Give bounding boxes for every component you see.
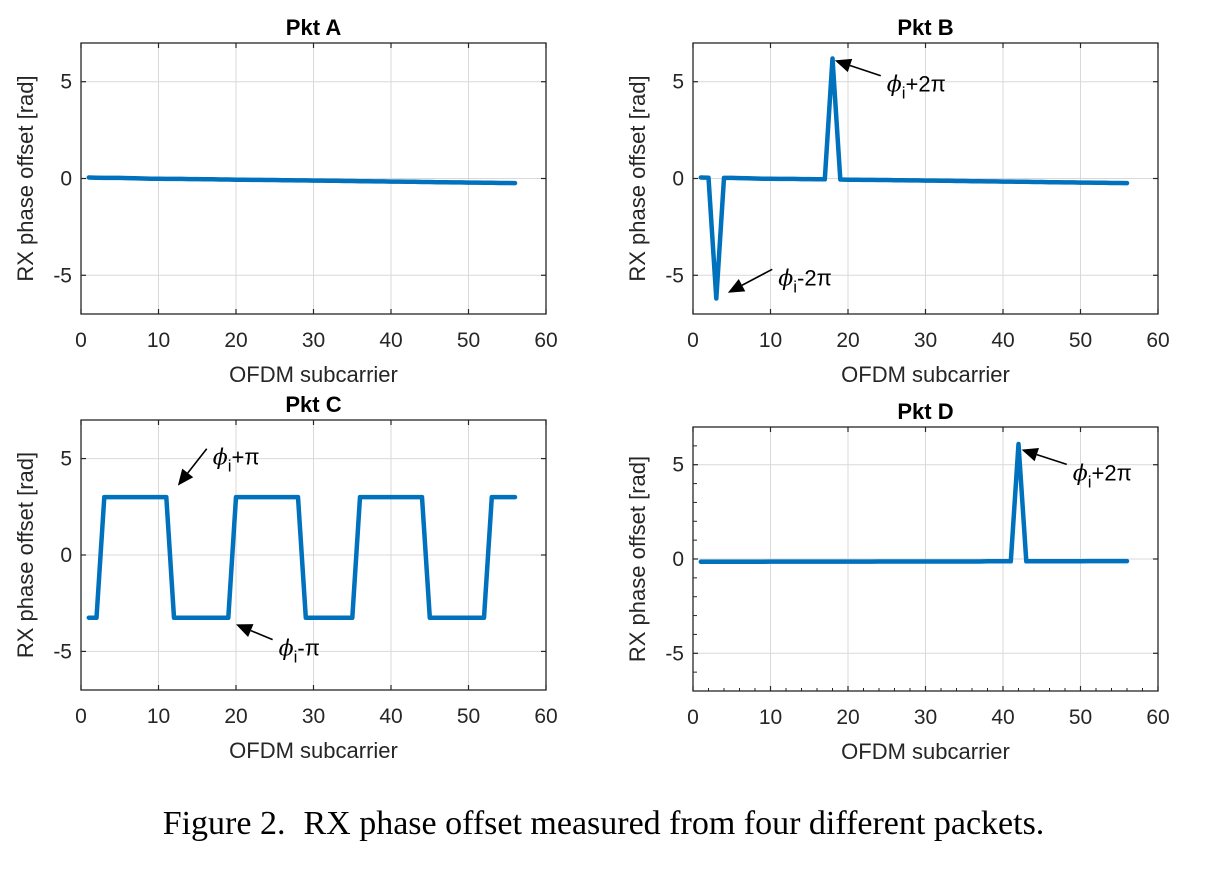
x-tick-label: 30: [914, 706, 937, 729]
x-tick-label: 0: [687, 706, 699, 729]
annotation-arrow-head: [177, 468, 194, 486]
x-tick-label: 40: [991, 706, 1014, 729]
x-tick-label: 50: [457, 705, 480, 728]
annotation-arrow-shaft: [187, 448, 208, 474]
chart-title: Pkt D: [897, 399, 953, 424]
y-tick-label: -5: [665, 642, 684, 665]
y-axis-label: RX phase offset [rad]: [625, 75, 650, 281]
x-tick-label: 40: [379, 705, 402, 728]
x-tick-label: 30: [302, 705, 325, 728]
y-axis-label: RX phase offset [rad]: [13, 75, 38, 281]
annotation-arrow-head: [1021, 447, 1039, 462]
data-series-line: [698, 56, 1130, 301]
x-tick-label: 10: [759, 706, 782, 729]
x-axis-label: OFDM subcarrier: [841, 362, 1010, 387]
x-tick-label: 60: [534, 705, 557, 728]
annotation-arrow-shaft: [741, 268, 773, 286]
annotation-arrow-head: [236, 624, 254, 638]
y-tick-label: -5: [53, 640, 72, 663]
y-tick-label: -5: [665, 264, 684, 287]
x-tick-label: 10: [147, 705, 170, 728]
annotation-label: ϕi-2π: [778, 265, 832, 296]
annotation-arrow-head: [834, 58, 853, 73]
x-axis-label: OFDM subcarrier: [229, 362, 398, 387]
x-tick-label: 50: [457, 329, 480, 352]
caption-number: Figure 2.: [162, 805, 286, 842]
chart-title: Pkt B: [897, 15, 953, 40]
chart-title: Pkt A: [286, 15, 342, 40]
x-tick-label: 60: [1146, 706, 1169, 729]
data-series-line: [698, 441, 1130, 565]
annotation-arrow-shaft: [250, 629, 273, 641]
annotation-label: ϕi+2π: [887, 72, 946, 103]
figure-caption: Figure 2. RX phase offset measured from f…: [0, 805, 1207, 843]
caption-text: RX phase offset measured from four diffe…: [303, 805, 1045, 842]
y-axis-label: RX phase offset [rad]: [13, 452, 38, 658]
y-tick-label: 5: [672, 454, 684, 477]
x-tick-label: 30: [302, 329, 325, 352]
x-tick-label: 60: [1146, 329, 1169, 352]
x-tick-label: 20: [836, 706, 859, 729]
x-tick-label: 50: [1069, 329, 1092, 352]
annotation-label: ϕi+2π: [1073, 460, 1132, 491]
x-tick-label: 20: [224, 329, 247, 352]
chart-title: Pkt C: [285, 392, 341, 417]
x-tick-label: 30: [914, 329, 937, 352]
data-series-line: [86, 494, 518, 620]
x-axis-label: OFDM subcarrier: [229, 738, 398, 763]
y-tick-label: 0: [60, 168, 72, 191]
x-axis-label: OFDM subcarrier: [841, 739, 1010, 764]
x-tick-label: 0: [687, 329, 699, 352]
x-tick-label: 10: [147, 329, 170, 352]
x-tick-label: 20: [224, 705, 247, 728]
y-tick-label: 5: [60, 448, 72, 471]
y-tick-label: 5: [672, 71, 684, 94]
x-tick-label: 0: [75, 705, 87, 728]
annotation-arrow-head: [727, 279, 746, 293]
y-tick-label: 0: [672, 548, 684, 571]
y-tick-label: 5: [60, 71, 72, 94]
annotation-label: ϕi-π: [279, 636, 320, 667]
x-tick-label: 0: [75, 329, 87, 352]
x-tick-label: 50: [1069, 706, 1092, 729]
annotation-arrow-shaft: [1036, 453, 1067, 466]
x-tick-label: 60: [534, 329, 557, 352]
x-tick-label: 40: [379, 329, 402, 352]
y-tick-label: 0: [60, 544, 72, 567]
y-tick-label: -5: [53, 264, 72, 287]
x-tick-label: 40: [991, 329, 1014, 352]
y-axis-label: RX phase offset [rad]: [625, 456, 650, 662]
annotation-label: ϕi+π: [213, 445, 260, 476]
x-tick-label: 10: [759, 329, 782, 352]
data-series-line: [86, 175, 518, 186]
y-tick-label: 0: [672, 168, 684, 191]
annotation-arrow-shaft: [849, 64, 882, 77]
x-tick-label: 20: [836, 329, 859, 352]
